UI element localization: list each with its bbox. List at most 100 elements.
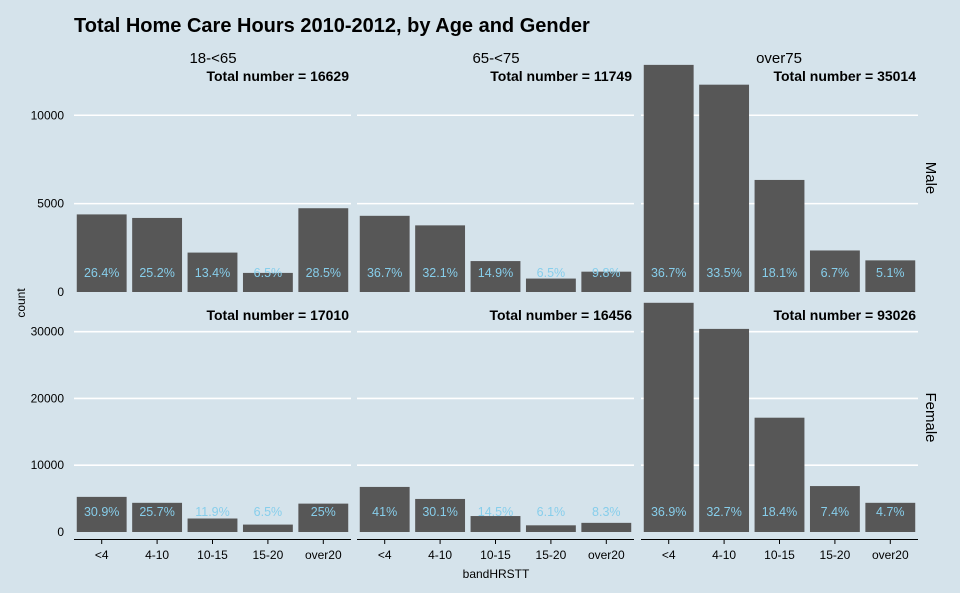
bar-female-2-0 (643, 302, 694, 532)
bar-male-0-4 (298, 208, 349, 292)
row-strip-male: Male (922, 162, 939, 195)
pct-label: 18.4% (762, 505, 797, 519)
x-tick-label: 4-10 (712, 548, 736, 562)
pct-label: 6.5% (254, 505, 283, 519)
x-tick-label: <4 (95, 548, 109, 562)
pct-label: 36.7% (367, 266, 402, 280)
bar-male-1-3 (525, 278, 576, 292)
x-axis-label: bandHRSTT (463, 567, 530, 581)
pct-label: 6.5% (254, 266, 283, 280)
row-strip-female: Female (922, 392, 939, 442)
x-tick-label: <4 (378, 548, 392, 562)
pct-label: 4.7% (876, 505, 905, 519)
bar-male-1-2 (470, 261, 521, 292)
bar-female-0-2 (187, 518, 238, 532)
strip-label-2: over75 (756, 50, 802, 67)
bar-female-0-1 (132, 502, 183, 532)
total-label: Total number = 16456 (489, 307, 632, 323)
pct-label: 33.5% (706, 266, 741, 280)
pct-label: 36.9% (651, 505, 686, 519)
pct-label: 9.8% (592, 266, 621, 280)
bar-male-0-3 (242, 272, 293, 292)
bar-male-2-4 (865, 260, 916, 292)
x-tick-label: 15-20 (820, 548, 851, 562)
x-tick-label: 15-20 (536, 548, 567, 562)
pct-label: 41% (372, 505, 397, 519)
y-tick-label-1-0: 0 (57, 525, 64, 539)
pct-label: 25.7% (139, 505, 174, 519)
bar-male-0-2 (187, 252, 238, 292)
pct-label: 32.7% (706, 505, 741, 519)
pct-label: 18.1% (762, 266, 797, 280)
pct-label: 14.9% (478, 266, 513, 280)
bar-female-0-0 (76, 496, 127, 532)
pct-label: 8.3% (592, 505, 621, 519)
pct-label: 11.9% (195, 505, 230, 519)
x-tick-label: 15-20 (253, 548, 284, 562)
bar-female-2-1 (699, 328, 750, 532)
strip-label-1: 65-<75 (472, 50, 519, 67)
pct-label: 6.1% (537, 505, 566, 519)
pct-label: 30.1% (422, 505, 457, 519)
y-axis-label: count (14, 288, 28, 318)
bar-male-0-1 (132, 217, 183, 292)
y-tick-label-0-1: 5000 (37, 197, 64, 211)
bar-female-0-4 (298, 503, 349, 532)
x-tick-label: 4-10 (145, 548, 169, 562)
x-tick-label: over20 (588, 548, 625, 562)
pct-label: 32.1% (422, 266, 457, 280)
pct-label: 6.5% (537, 266, 566, 280)
column-strips: 18-<65 65-<75 over75 Male Female (189, 50, 939, 443)
bar-female-1-0 (359, 486, 410, 532)
pct-label: 36.7% (651, 266, 686, 280)
bar-female-2-2 (754, 417, 805, 532)
pct-label: 7.4% (821, 505, 850, 519)
chart-title: Total Home Care Hours 2010-2012, by Age … (74, 15, 590, 37)
total-label: Total number = 16629 (206, 68, 349, 84)
total-label: Total number = 17010 (206, 307, 349, 323)
bar-male-0-0 (76, 214, 127, 292)
bar-female-1-4 (581, 522, 632, 532)
pct-label: 28.5% (306, 266, 341, 280)
bar-female-2-4 (865, 502, 916, 532)
bar-female-1-1 (415, 498, 466, 532)
bar-male-1-1 (415, 225, 466, 292)
bar-female-1-3 (525, 525, 576, 532)
total-label: Total number = 35014 (773, 68, 916, 84)
x-tick-label: over20 (305, 548, 342, 562)
x-tick-label: <4 (662, 548, 676, 562)
pct-label: 25% (311, 505, 336, 519)
strip-label-0: 18-<65 (189, 50, 236, 67)
total-label: Total number = 93026 (773, 307, 916, 323)
pct-label: 13.4% (195, 266, 230, 280)
pct-label: 25.2% (139, 266, 174, 280)
bar-female-0-3 (242, 524, 293, 532)
pct-label: 14.5% (478, 505, 513, 519)
bar-labels: 26.4% 25.2% 13.4% 6.5% 28.5% Total number = 1… (84, 68, 916, 519)
y-tick-label-1-1: 10000 (31, 458, 65, 472)
bar-male-1-0 (359, 215, 410, 292)
bar-male-2-1 (699, 84, 750, 292)
bar-male-2-3 (809, 250, 860, 292)
x-tick-label: 10-15 (480, 548, 511, 562)
pct-label: 5.1% (876, 266, 905, 280)
x-tick-label: 4-10 (428, 548, 452, 562)
x-tick-label: over20 (872, 548, 909, 562)
pct-label: 6.7% (821, 266, 850, 280)
bar-male-1-4 (581, 271, 632, 292)
x-tick-label: 10-15 (764, 548, 795, 562)
bar-male-2-0 (643, 64, 694, 292)
pct-label: 30.9% (84, 505, 119, 519)
x-tick-label: 10-15 (197, 548, 228, 562)
y-tick-label-1-3: 30000 (31, 325, 65, 339)
y-tick-label-0-0: 0 (57, 285, 64, 299)
total-label: Total number = 11749 (490, 68, 632, 84)
bar-female-1-2 (470, 516, 521, 532)
y-tick-label-1-2: 20000 (31, 391, 65, 405)
bar-male-2-2 (754, 179, 805, 292)
y-tick-label-0-2: 10000 (31, 108, 65, 122)
pct-label: 26.4% (84, 266, 119, 280)
bar-female-2-3 (809, 486, 860, 532)
bars (76, 64, 916, 532)
